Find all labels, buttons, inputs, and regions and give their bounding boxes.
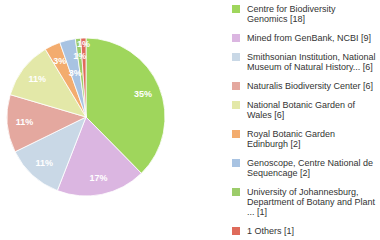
legend: Centre for BiodiversityGenomics [18] Mine…	[232, 4, 376, 236]
legend-item: 1 Others [1]	[232, 226, 294, 236]
legend-label: Smithsonian Institution, NationalMuseum …	[247, 52, 376, 72]
legend-label: Centre for BiodiversityGenomics [18]	[247, 4, 336, 24]
data-label: 1%	[73, 51, 86, 61]
legend-swatch	[232, 5, 240, 13]
data-label: 11%	[16, 117, 34, 127]
legend-swatch	[232, 101, 240, 109]
legend-label-line: 1 Others [1]	[247, 226, 294, 236]
pie	[7, 38, 165, 196]
legend-swatch	[232, 82, 240, 90]
legend-label-line: Smithsonian Institution, National	[247, 52, 376, 62]
legend-label-line: National Botanic Garden of	[247, 100, 356, 110]
legend-swatch	[232, 53, 240, 61]
legend-label-line: University of Johannesburg,	[247, 187, 359, 197]
data-label: 11%	[29, 74, 47, 84]
legend-label-line: ... [1]	[247, 207, 267, 217]
data-label: 35%	[134, 89, 152, 99]
data-label: 3%	[69, 68, 82, 78]
legend-swatch	[232, 34, 240, 42]
legend-item: Royal Botanic GardenEdinburgh [2]	[232, 129, 335, 149]
chart: 35% 17% 11% 11% 11% 3%3% 1% 1% Centre for Biodiv…	[0, 0, 380, 240]
legend-swatch	[232, 159, 240, 167]
legend-label-line: Genomics [18]	[247, 14, 305, 24]
legend-label-line: Museum of Natural History... [6]	[247, 62, 373, 72]
data-label: 3%	[53, 56, 66, 66]
legend-swatch	[232, 227, 240, 235]
data-labels: 35% 17% 11% 11% 11% 3%3% 1% 1%	[16, 39, 152, 183]
legend-item: Genoscope, Centre National deSequencage …	[232, 158, 373, 178]
data-label: 1%	[77, 39, 90, 49]
legend-label: Mined from GenBank, NCBI [9]	[247, 33, 371, 43]
legend-label: Royal Botanic GardenEdinburgh [2]	[247, 129, 335, 149]
legend-label-line: Edinburgh [2]	[247, 139, 301, 149]
legend-label: Genoscope, Centre National deSequencage …	[247, 158, 373, 178]
legend-item: Mined from GenBank, NCBI [9]	[232, 33, 371, 43]
legend-label: University of Johannesburg,Department of…	[247, 187, 376, 217]
legend-item: Smithsonian Institution, NationalMuseum …	[232, 52, 376, 72]
legend-item: Naturalis Biodiversity Center [6]	[232, 81, 373, 91]
legend-label-line: Sequencage [2]	[247, 168, 310, 178]
legend-swatch	[232, 130, 240, 138]
legend-item: University of Johannesburg,Department of…	[232, 187, 376, 217]
legend-label-line: Naturalis Biodiversity Center [6]	[247, 81, 373, 91]
legend-label-line: Centre for Biodiversity	[247, 4, 336, 14]
legend-item: Centre for BiodiversityGenomics [18]	[232, 4, 336, 24]
data-label: 17%	[89, 173, 107, 183]
legend-item: National Botanic Garden ofWales [6]	[232, 100, 356, 120]
legend-label-line: Department of Botany and Plant	[247, 197, 376, 207]
legend-swatch	[232, 188, 240, 196]
legend-label-line: Royal Botanic Garden	[247, 129, 335, 139]
legend-label-line: Wales [6]	[247, 110, 284, 120]
legend-label-line: Genoscope, Centre National de	[247, 158, 373, 168]
legend-label: National Botanic Garden ofWales [6]	[247, 100, 356, 120]
legend-label: Naturalis Biodiversity Center [6]	[247, 81, 373, 91]
legend-label: 1 Others [1]	[247, 226, 294, 236]
pie-slice	[60, 39, 86, 117]
data-label: 11%	[36, 158, 54, 168]
legend-label-line: Mined from GenBank, NCBI [9]	[247, 33, 371, 43]
